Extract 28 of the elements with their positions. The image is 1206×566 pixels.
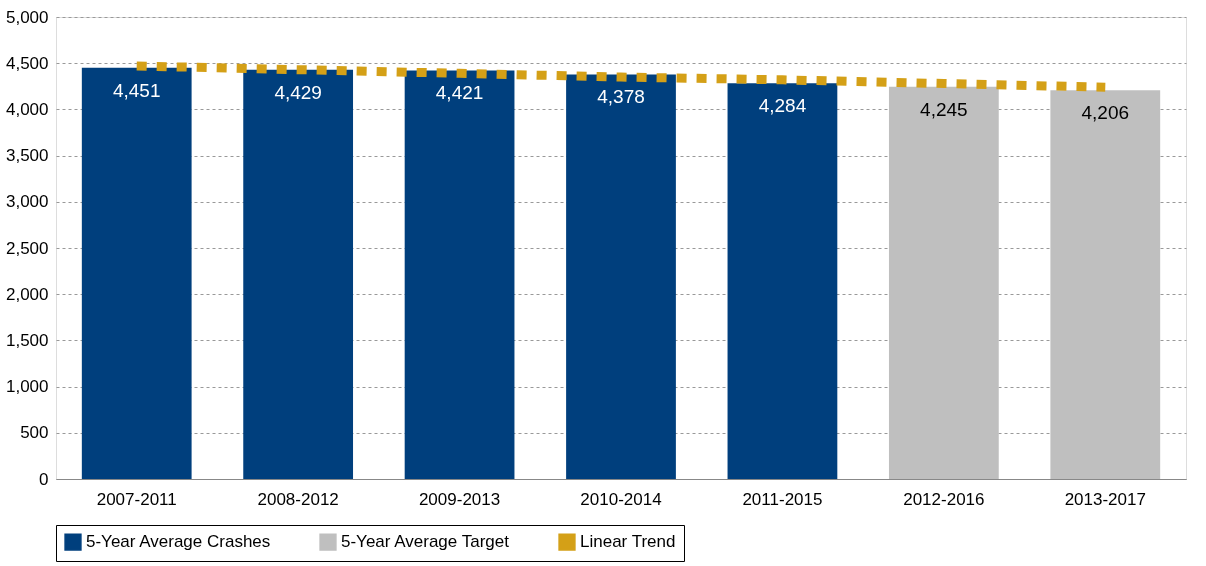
y-tick-label: 500 bbox=[20, 423, 49, 443]
legend-label: 5-Year Average Target bbox=[341, 532, 510, 552]
data-label: 4,451 bbox=[112, 79, 161, 101]
y-tick-label: 4,000 bbox=[5, 99, 49, 119]
x-tick-label: 2008-2012 bbox=[257, 489, 339, 509]
y-tick-label: 3,000 bbox=[5, 192, 49, 212]
x-tick-label: 2007-2011 bbox=[96, 489, 177, 509]
data-label: 4,421 bbox=[435, 82, 484, 104]
x-tick-label: 2013-2017 bbox=[1064, 489, 1146, 509]
x-tick-label: 2011-2015 bbox=[742, 489, 823, 509]
x-tick-label: 2010-2014 bbox=[580, 489, 662, 509]
data-label: 4,206 bbox=[1081, 102, 1130, 124]
x-tick-label: 2012-2016 bbox=[903, 489, 985, 509]
data-label: 4,378 bbox=[597, 86, 645, 108]
y-tick-label: 0 bbox=[39, 469, 49, 489]
y-tick-label: 1,000 bbox=[5, 377, 49, 397]
y-tick-label: 5,000 bbox=[5, 7, 49, 27]
legend-label: Linear Trend bbox=[580, 532, 676, 552]
y-tick-label: 2,000 bbox=[5, 284, 49, 304]
x-tick-label: 2009-2013 bbox=[418, 489, 501, 509]
y-tick-label: 3,500 bbox=[5, 146, 49, 166]
data-label: 4,284 bbox=[758, 95, 807, 117]
data-label: 4,245 bbox=[920, 98, 968, 120]
data-label: 4,429 bbox=[274, 81, 322, 103]
y-tick-label: 4,500 bbox=[5, 53, 49, 73]
legend-label: 5-Year Average Crashes bbox=[86, 532, 271, 552]
y-tick-label: 1,500 bbox=[5, 330, 49, 350]
y-tick-label: 2,500 bbox=[5, 238, 49, 258]
